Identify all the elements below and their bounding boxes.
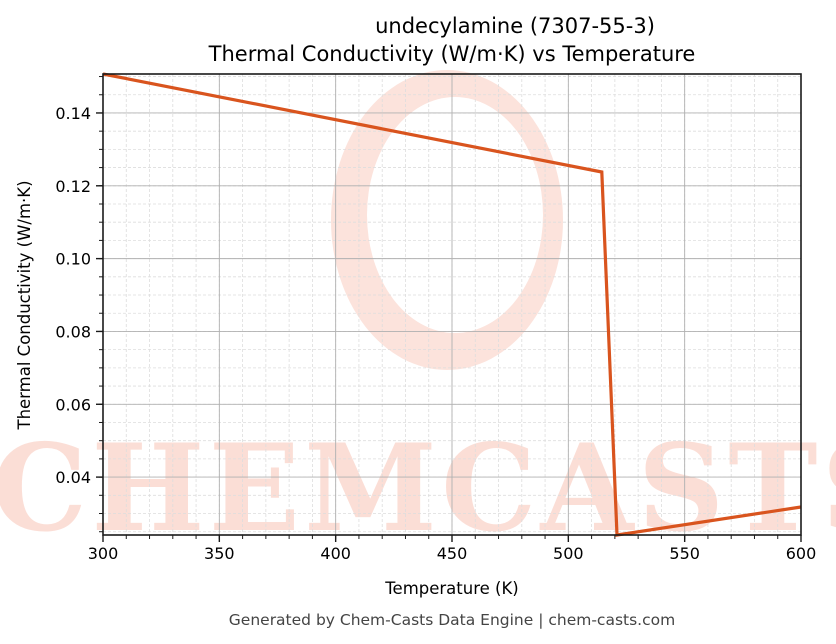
x-axis-label: Temperature (K): [384, 579, 518, 598]
x-tick-label: 400: [320, 544, 351, 563]
y-axis-label: Thermal Conductivity (W/m·K): [15, 180, 34, 430]
y-axis-ticks: 0.04 0.06 0.08 0.10 0.12 0.14: [55, 76, 103, 533]
x-tick-label: 300: [88, 544, 119, 563]
y-tick-label: 0.04: [55, 468, 91, 487]
watermark-text: CHEMCASTS: [0, 418, 836, 559]
x-tick-label: 600: [786, 544, 817, 563]
chemcasts-watermark: CHEMCASTS: [0, 70, 836, 559]
chart-subtitle: Thermal Conductivity (W/m·K) vs Temperat…: [208, 42, 696, 66]
x-tick-label: 350: [204, 544, 235, 563]
chart-title: undecylamine (7307-55-3): [375, 14, 655, 38]
y-tick-label: 0.06: [55, 395, 91, 414]
x-tick-label: 550: [669, 544, 700, 563]
thermal-conductivity-line: [102, 72, 802, 537]
y-tick-label: 0.14: [55, 104, 91, 123]
y-tick-label: 0.08: [55, 322, 91, 341]
x-tick-label: 450: [437, 544, 468, 563]
y-tick-label: 0.10: [55, 250, 91, 269]
footer-credit: Generated by Chem-Casts Data Engine | ch…: [229, 611, 675, 629]
x-tick-label: 500: [553, 544, 584, 563]
y-tick-label: 0.12: [55, 177, 91, 196]
x-axis-ticks: 300 350 400 450 500 550 600: [88, 535, 817, 563]
